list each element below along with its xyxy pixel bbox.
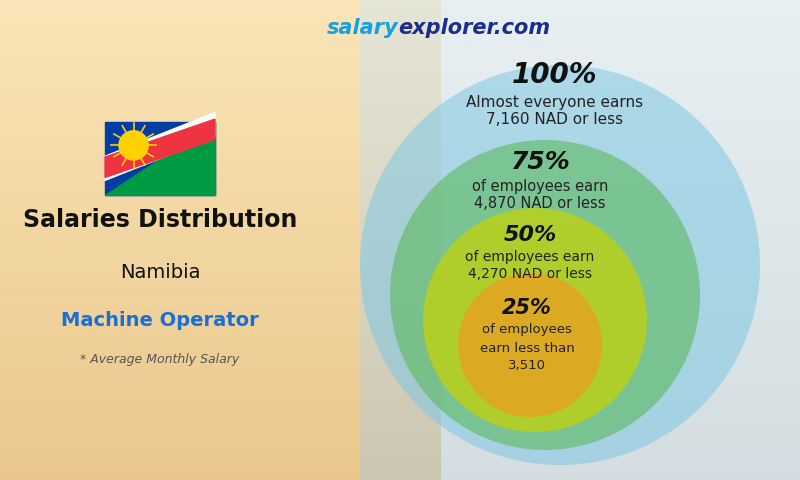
Circle shape: [360, 65, 760, 465]
Text: 7,160 NAD or less: 7,160 NAD or less: [486, 112, 623, 128]
Text: 4,270 NAD or less: 4,270 NAD or less: [468, 267, 592, 281]
Text: Machine Operator: Machine Operator: [61, 311, 259, 329]
Text: 25%: 25%: [502, 298, 552, 318]
Text: Namibia: Namibia: [120, 263, 200, 281]
Polygon shape: [105, 112, 215, 180]
Text: Salaries Distribution: Salaries Distribution: [23, 208, 297, 232]
Text: 4,870 NAD or less: 4,870 NAD or less: [474, 196, 606, 212]
Text: earn less than: earn less than: [480, 341, 574, 355]
Text: salary: salary: [326, 18, 398, 38]
Text: 100%: 100%: [512, 61, 598, 89]
Bar: [105, 122, 215, 195]
Text: 50%: 50%: [503, 225, 557, 245]
Circle shape: [458, 273, 602, 417]
Text: 3,510: 3,510: [508, 360, 546, 372]
Polygon shape: [105, 119, 215, 178]
Text: explorer.com: explorer.com: [398, 18, 550, 38]
Circle shape: [119, 131, 148, 160]
Circle shape: [423, 208, 647, 432]
Text: of employees earn: of employees earn: [466, 250, 594, 264]
Text: of employees: of employees: [482, 324, 572, 336]
Text: * Average Monthly Salary: * Average Monthly Salary: [80, 353, 240, 367]
Polygon shape: [105, 122, 215, 195]
Text: 75%: 75%: [510, 150, 570, 174]
Text: of employees earn: of employees earn: [472, 180, 608, 194]
Text: Almost everyone earns: Almost everyone earns: [466, 95, 643, 109]
Circle shape: [390, 140, 700, 450]
